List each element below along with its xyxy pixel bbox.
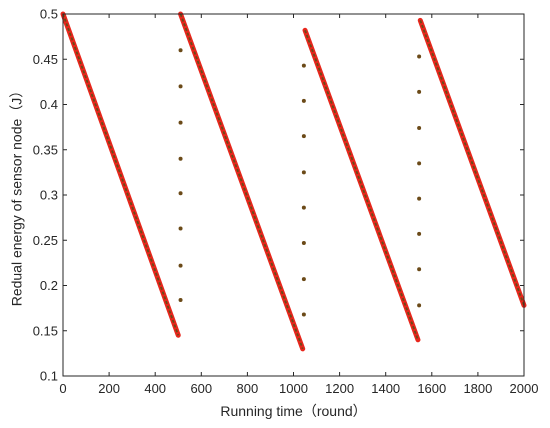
y-tick-label: 0.1: [40, 369, 58, 384]
x-tick-label: 1200: [325, 381, 354, 396]
data-point: [178, 226, 183, 231]
x-tick-label: 1800: [463, 381, 492, 396]
data-point: [301, 205, 306, 210]
data-point: [417, 161, 422, 166]
x-tick-label: 1400: [371, 381, 400, 396]
y-tick-label: 0.4: [40, 97, 58, 112]
line-segment-overlay-4: [419, 20, 525, 306]
data-point: [417, 89, 422, 94]
data-point: [417, 196, 422, 201]
data-point: [301, 240, 306, 245]
data-point: [301, 312, 306, 317]
x-tick-label: 1000: [279, 381, 308, 396]
y-tick-label: 0.2: [40, 278, 58, 293]
data-point: [178, 297, 183, 302]
data-point: [178, 84, 183, 89]
data-point: [301, 277, 306, 282]
data-point: [417, 54, 422, 59]
axis-ticks: 0 200 400 600 800 1000 1200 1400 1600 1800 2000 0.1…: [33, 7, 539, 397]
data-point: [178, 156, 183, 161]
data-point: [301, 98, 306, 103]
x-tick-label: 1600: [417, 381, 446, 396]
chart-plot-area: [60, 11, 527, 352]
y-axis-label: Redual energy of sensor node（J）: [9, 84, 25, 307]
x-tick-label: 2000: [510, 381, 539, 396]
data-point: [178, 191, 183, 196]
data-point: [417, 267, 422, 272]
data-point: [301, 63, 306, 68]
x-tick-label: 200: [98, 381, 120, 396]
data-point: [301, 134, 306, 139]
data-point: [178, 120, 183, 125]
line-segment-overlay-2: [179, 13, 304, 350]
y-tick-label: 0.25: [33, 233, 58, 248]
y-tick-label: 0.5: [40, 7, 58, 22]
x-tick-label: 600: [190, 381, 212, 396]
data-point: [417, 303, 422, 308]
data-point: [178, 263, 183, 268]
y-tick-label: 0.15: [33, 323, 58, 338]
data-point: [417, 231, 422, 236]
y-tick-label: 0.45: [33, 52, 58, 67]
x-tick-label: 0: [59, 381, 66, 396]
x-tick-label: 400: [144, 381, 166, 396]
line-segment-overlay-1: [62, 13, 180, 336]
y-tick-label: 0.35: [33, 142, 58, 157]
data-point: [178, 48, 183, 53]
data-point: [417, 126, 422, 131]
y-tick-label: 0.3: [40, 188, 58, 203]
x-tick-label: 800: [237, 381, 259, 396]
x-axis-label: Running time（round）: [220, 403, 366, 419]
line-segment-3: [302, 27, 421, 343]
data-point: [301, 170, 306, 175]
